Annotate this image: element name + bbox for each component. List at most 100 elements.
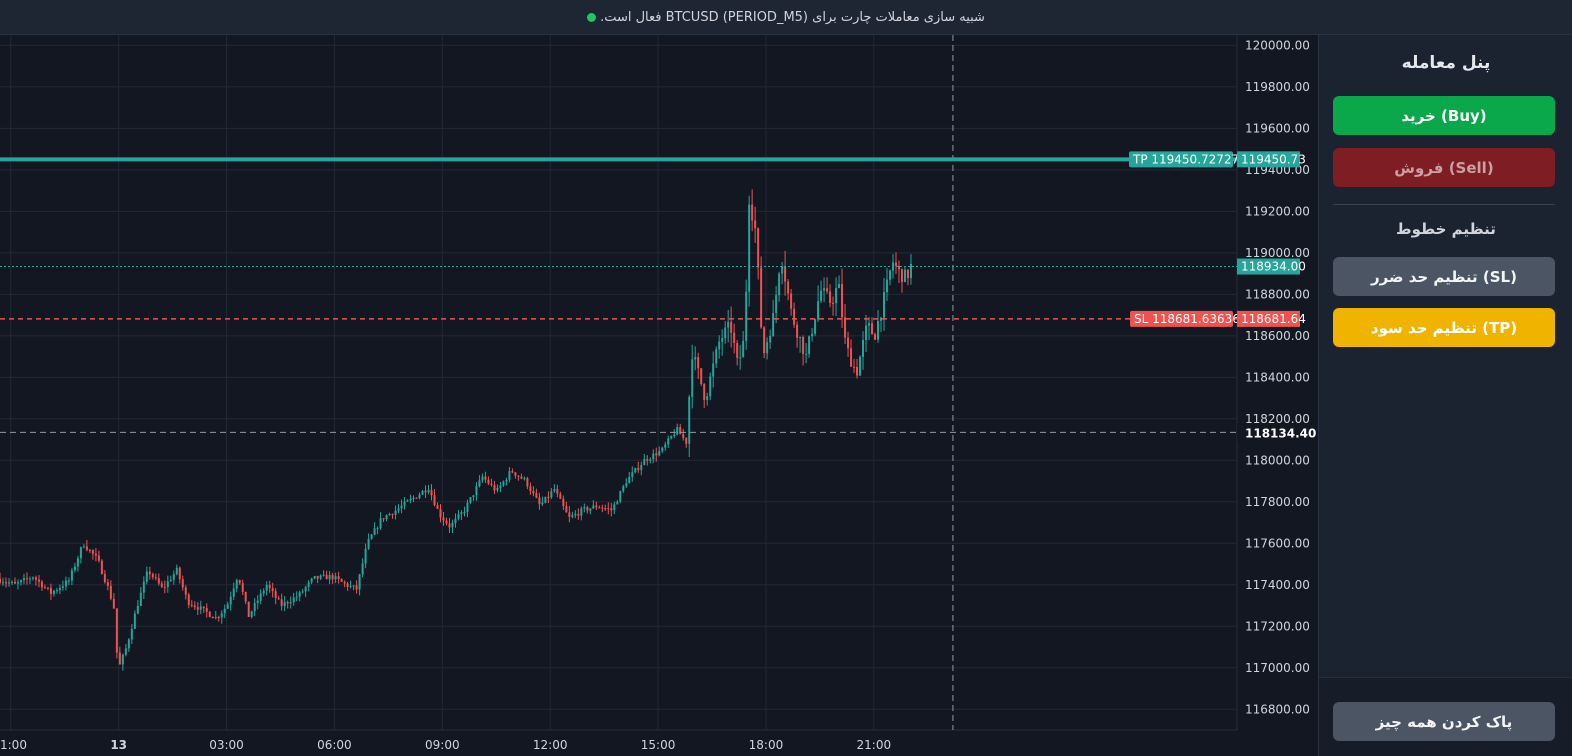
candle-body	[85, 546, 88, 550]
candle-body	[112, 598, 115, 609]
candle-body	[292, 597, 295, 603]
candle-body	[430, 489, 433, 496]
candle-body	[250, 611, 253, 617]
set-sl-button[interactable]: تنظیم حد ضرر (SL)	[1333, 257, 1555, 296]
sell-button[interactable]: فروش (Sell)	[1333, 148, 1555, 187]
candle-body	[835, 288, 838, 304]
candle-body	[0, 578, 1, 583]
candle-body	[655, 453, 658, 456]
candle-body	[733, 332, 736, 344]
candle-body	[640, 465, 643, 470]
candle-body	[541, 502, 544, 505]
candle-body	[574, 513, 577, 516]
candle-body	[784, 266, 787, 282]
candle-body	[433, 495, 436, 506]
candle-body	[271, 588, 274, 592]
candle-body	[885, 279, 888, 293]
candle-body	[882, 292, 885, 318]
candle-body	[76, 558, 79, 567]
candle-body	[427, 489, 430, 493]
candle-body	[718, 341, 721, 350]
set-tp-button[interactable]: تنظیم حد سود (TP)	[1333, 308, 1555, 347]
candle-body	[688, 396, 691, 444]
candle-body	[778, 273, 781, 296]
candle-body	[673, 434, 676, 437]
candle-body	[832, 302, 835, 304]
candle-body	[133, 613, 136, 629]
x-tick-label: 13	[110, 738, 127, 752]
tp-line-tag[interactable]	[1129, 151, 1233, 168]
candle-body	[217, 617, 220, 619]
candle-body	[448, 523, 451, 528]
candle-body	[202, 606, 205, 609]
candle-body	[31, 577, 34, 579]
candle-body	[43, 587, 46, 589]
candle-body	[769, 335, 772, 343]
x-tick-label: 06:00	[317, 738, 352, 752]
chart-background	[0, 35, 1318, 756]
candle-body	[193, 605, 196, 608]
candle-body	[49, 587, 52, 594]
candle-body	[610, 508, 613, 511]
candle-body	[478, 480, 481, 487]
candle-body	[196, 607, 199, 610]
candle-body	[469, 497, 472, 503]
candle-body	[214, 617, 217, 619]
x-tick-label: 12:00	[533, 738, 568, 752]
candle-body	[715, 349, 718, 364]
candle-body	[721, 338, 724, 342]
candle-body	[232, 588, 235, 597]
candle-body	[340, 579, 343, 582]
candle-body	[190, 604, 193, 606]
candle-body	[187, 594, 190, 605]
clear-all-button[interactable]: پاک کردن همه چیز	[1333, 702, 1555, 741]
buy-button[interactable]: خرید (Buy)	[1333, 96, 1555, 135]
candle-body	[1, 582, 4, 584]
candle-body	[91, 550, 94, 554]
candle-body	[454, 518, 457, 523]
candle-body	[55, 590, 58, 592]
candle-body	[34, 577, 37, 580]
candle-body	[670, 436, 673, 439]
chart-area[interactable]: 120000.00 119800.00 119600.00 119400.00 1192…	[0, 35, 1318, 756]
tp-axis-tag	[1237, 151, 1300, 168]
candle-body	[421, 490, 424, 495]
candle-body	[511, 471, 514, 473]
candle-body	[4, 582, 7, 584]
x-tick-label: 09:00	[425, 738, 460, 752]
tp-line-label: TP 119450.72727	[1132, 152, 1239, 166]
candle-body	[742, 340, 745, 358]
candle-body	[544, 496, 547, 503]
candle-body	[100, 560, 103, 575]
candle-body	[136, 605, 139, 614]
candle-body	[724, 327, 727, 339]
candle-body	[532, 491, 535, 494]
candle-body	[538, 497, 541, 505]
candle-body	[346, 583, 349, 587]
candle-body	[61, 586, 64, 588]
candle-body	[289, 602, 292, 604]
x-tick-label: 03:00	[209, 738, 244, 752]
candle-body	[625, 483, 628, 487]
candle-body	[520, 476, 523, 479]
y-tick-label: 119600.00	[1245, 121, 1310, 135]
candle-body	[805, 353, 808, 355]
candle-body	[58, 587, 61, 591]
candle-body	[652, 453, 655, 460]
candle-body	[529, 486, 532, 492]
sl-line-label: SL 118681.63636	[1134, 312, 1240, 326]
sl-line-tag[interactable]	[1130, 310, 1233, 327]
candle-body	[229, 596, 232, 605]
panel-title: پنل معامله	[1401, 53, 1491, 73]
candle-body	[19, 580, 22, 583]
price-chart[interactable]: 120000.00119800.00119600.00119400.001192…	[0, 35, 1318, 756]
candle-body	[679, 427, 682, 435]
candle-body	[238, 580, 241, 584]
candle-body	[28, 578, 31, 580]
candle-body	[67, 580, 70, 582]
candle-body	[163, 586, 166, 588]
candle-body	[847, 337, 850, 349]
x-tick-label: 15:00	[641, 738, 676, 752]
candle-body	[139, 592, 142, 606]
